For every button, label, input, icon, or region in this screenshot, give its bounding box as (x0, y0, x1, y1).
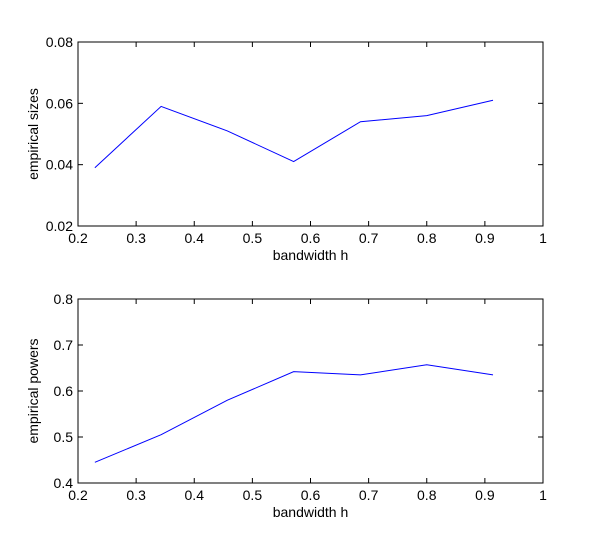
x-tick-label: 0.4 (185, 487, 205, 503)
data-line (94, 364, 494, 463)
y-tick-label: 0.7 (54, 337, 74, 353)
x-tick-label: 0.7 (359, 230, 379, 246)
y-tick-label: 0.02 (46, 218, 73, 234)
y-tick-label: 0.08 (46, 34, 73, 50)
x-tick-label: 0.2 (68, 230, 88, 246)
data-line (94, 99, 494, 169)
x-tick-label: 0.8 (417, 230, 437, 246)
x-tick-label: 0.3 (126, 487, 146, 503)
y-axis-label: empirical powers (25, 338, 41, 443)
x-tick-label: 0.9 (475, 230, 495, 246)
x-tick-label: 0.5 (243, 230, 263, 246)
x-tick-label: 0.6 (301, 230, 321, 246)
x-tick-label: 1 (539, 230, 547, 246)
y-tick-label: 0.06 (46, 95, 73, 111)
x-axis-label: bandwidth h (273, 247, 349, 263)
x-tick-label: 0.7 (359, 487, 379, 503)
x-tick-label: 0.8 (417, 487, 437, 503)
x-tick-label: 1 (539, 487, 547, 503)
y-tick-label: 0.04 (46, 157, 73, 173)
y-tick-label: 0.5 (54, 429, 74, 445)
y-tick-label: 0.4 (54, 475, 74, 491)
x-tick-label: 0.2 (68, 487, 88, 503)
y-tick-label: 0.8 (54, 291, 74, 307)
axes-box (77, 41, 544, 227)
x-tick-label: 0.9 (475, 487, 495, 503)
y-axis-label: empirical sizes (25, 88, 41, 180)
x-tick-label: 0.4 (185, 230, 205, 246)
x-tick-label: 0.6 (301, 487, 321, 503)
x-tick-label: 0.3 (126, 230, 146, 246)
x-axis-label: bandwidth h (273, 504, 349, 520)
axes-box (77, 298, 544, 484)
x-tick-label: 0.5 (243, 487, 263, 503)
y-tick-label: 0.6 (54, 383, 74, 399)
